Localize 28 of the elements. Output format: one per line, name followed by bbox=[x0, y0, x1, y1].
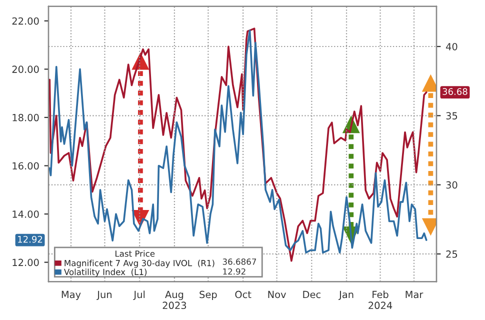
y-tick-label: 14.00 bbox=[12, 210, 39, 218]
x-tick-label: Mar bbox=[406, 290, 424, 298]
x-tick-label: Aug 2023 bbox=[162, 290, 186, 310]
y2-tick-label: 40 bbox=[446, 42, 458, 50]
legend-label: Magnificent 7 Avg 30-day IVOL (R1) bbox=[64, 260, 214, 268]
y2-tick-label: 35 bbox=[446, 112, 458, 120]
x-tick-label: Dec bbox=[303, 290, 320, 298]
y2-tick-label: 25 bbox=[446, 250, 458, 258]
x-tick-label: Jun bbox=[96, 290, 112, 300]
x-tick-label: May bbox=[62, 290, 81, 300]
x-tick-label: Feb 2024 bbox=[368, 290, 392, 310]
legend-label: Volatility Index (L1) bbox=[64, 268, 147, 277]
x-tick-label: Jul bbox=[133, 290, 145, 300]
legend-title: Last Price bbox=[116, 250, 155, 257]
x-tick-label: Nov bbox=[268, 290, 286, 298]
y-tick-label: 20.00 bbox=[12, 66, 39, 73]
y-tick-label: 16.00 bbox=[12, 162, 39, 170]
annotation: 12.92 bbox=[223, 268, 246, 275]
text: 36.68 bbox=[442, 88, 468, 95]
annotation: 36.6867 bbox=[222, 258, 256, 265]
x-tick-label: Jan bbox=[338, 290, 354, 300]
text: 12.92 bbox=[18, 236, 42, 243]
y-tick-label: 12.00 bbox=[12, 258, 39, 266]
y2-tick-label: 30 bbox=[446, 181, 458, 189]
x-tick-label: Oct bbox=[235, 290, 252, 298]
y-tick-label: 18.00 bbox=[12, 114, 39, 122]
y-tick-label: 22.00 bbox=[12, 17, 39, 25]
x-tick-label: Sep bbox=[200, 290, 217, 300]
